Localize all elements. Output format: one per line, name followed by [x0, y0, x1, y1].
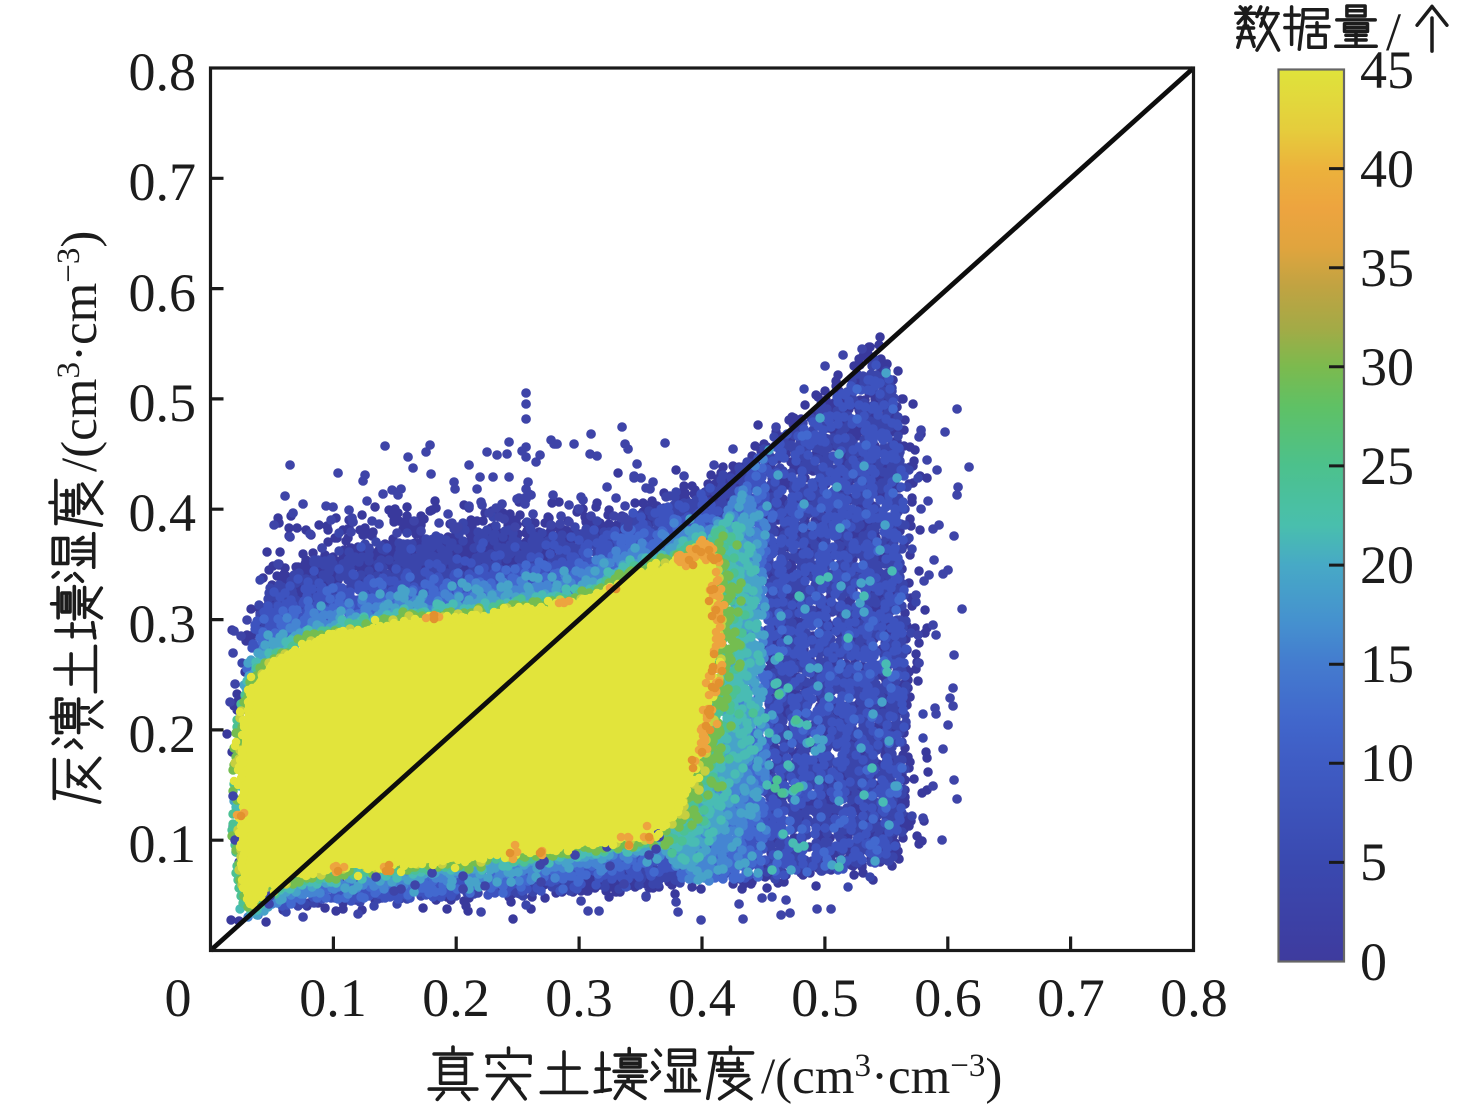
svg-text:0.2: 0.2 — [129, 704, 197, 764]
svg-text:0.2: 0.2 — [422, 968, 490, 1028]
svg-text:45: 45 — [1360, 40, 1414, 100]
svg-text:35: 35 — [1360, 238, 1414, 298]
svg-text:25: 25 — [1360, 436, 1414, 496]
svg-text:0.3: 0.3 — [545, 968, 613, 1028]
svg-text:/: / — [1386, 2, 1401, 62]
svg-text:0.1: 0.1 — [299, 968, 367, 1028]
svg-text:0.8: 0.8 — [1160, 968, 1228, 1028]
svg-text:0: 0 — [165, 968, 192, 1028]
svg-text:0.7: 0.7 — [1037, 968, 1105, 1028]
svg-text:0.7: 0.7 — [129, 152, 197, 212]
svg-text:20: 20 — [1360, 535, 1414, 595]
svg-text:0.6: 0.6 — [129, 263, 197, 323]
svg-text:15: 15 — [1360, 634, 1414, 694]
svg-text:0.1: 0.1 — [129, 814, 197, 874]
svg-text:0.5: 0.5 — [791, 968, 859, 1028]
svg-text:30: 30 — [1360, 337, 1414, 397]
svg-text:5: 5 — [1360, 832, 1387, 892]
svg-text:10: 10 — [1360, 733, 1414, 793]
svg-text:0.5: 0.5 — [129, 373, 197, 433]
svg-text:0.4: 0.4 — [129, 483, 197, 543]
svg-text:0.8: 0.8 — [129, 42, 197, 102]
svg-text:0: 0 — [1360, 932, 1387, 992]
svg-text:0.3: 0.3 — [129, 594, 197, 654]
svg-text:0.4: 0.4 — [668, 968, 736, 1028]
svg-text:40: 40 — [1360, 139, 1414, 199]
svg-text:0.6: 0.6 — [914, 968, 982, 1028]
